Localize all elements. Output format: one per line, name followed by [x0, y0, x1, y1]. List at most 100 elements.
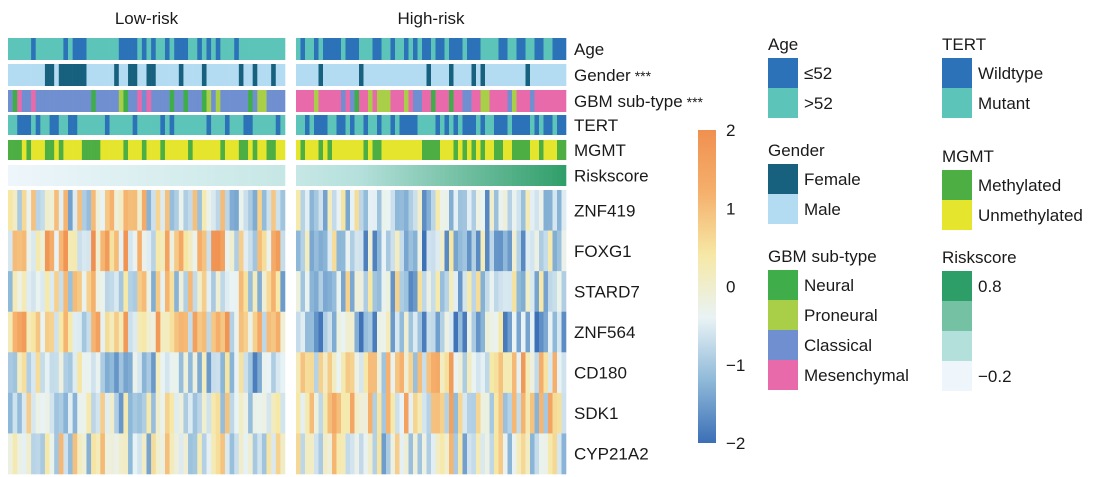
heatmap-cell — [257, 433, 263, 475]
annotation-cell — [386, 140, 391, 160]
annotation-cell — [525, 38, 531, 60]
annotation-cell — [280, 115, 286, 135]
annotation-cell — [314, 64, 319, 86]
heatmap-cell — [192, 190, 198, 231]
annotation-cell — [215, 38, 221, 60]
heatmap-cell — [164, 230, 170, 272]
annotation-cell — [215, 140, 221, 160]
heatmap-cell — [296, 392, 301, 434]
heatmap-cell — [12, 433, 18, 475]
annotation-cell — [31, 115, 36, 135]
gene-label: CD180 — [574, 364, 627, 383]
annotation-cell — [476, 140, 481, 160]
annotation-cell — [141, 140, 147, 160]
annotation-cell — [271, 115, 277, 135]
heatmap-cell — [332, 271, 337, 313]
heatmap-cell — [123, 392, 129, 434]
heatmap-cell — [118, 190, 124, 231]
annotation-cell — [417, 115, 423, 135]
heatmap-cell — [539, 271, 544, 313]
annotation-cell — [372, 64, 378, 86]
annotation-cell — [206, 38, 212, 60]
annotation-cell — [224, 115, 230, 135]
heatmap-cell — [95, 433, 101, 475]
annotation-cell — [467, 90, 472, 112]
heatmap-cell — [114, 271, 120, 313]
heatmap-cell — [183, 190, 189, 231]
heatmap-cell — [345, 392, 351, 434]
heatmap-cell — [408, 311, 414, 353]
heatmap-cell — [128, 230, 133, 272]
riskscore-cell — [234, 165, 240, 186]
riskscore-cell — [178, 165, 184, 186]
heatmap-cell — [314, 433, 319, 475]
heatmap-cell — [151, 433, 157, 475]
riskscore-cell — [543, 165, 549, 186]
heatmap-cell — [453, 311, 459, 353]
annotation-cell — [58, 38, 64, 60]
annotation-cell — [458, 38, 463, 60]
heatmap-cell — [155, 271, 161, 313]
annotation-cell — [197, 115, 203, 135]
heatmap-cell — [141, 311, 147, 353]
annotation-cell — [489, 140, 495, 160]
heatmap-cell — [243, 433, 249, 475]
heatmap-cell — [530, 230, 535, 272]
annotation-cell — [494, 64, 499, 86]
riskscore-cell — [494, 165, 499, 186]
annotation-cell — [280, 64, 286, 86]
annotation-cell — [305, 140, 310, 160]
riskscore-cell — [363, 165, 369, 186]
legend-title: Riskscore — [942, 248, 1017, 267]
heatmap-cell — [413, 190, 418, 231]
annotation-cell — [368, 38, 373, 60]
riskscore-cell — [220, 165, 226, 186]
heatmap-cell — [327, 433, 333, 475]
annotation-cell — [35, 38, 41, 60]
heatmap-cell — [390, 190, 396, 231]
annotation-cell — [345, 115, 351, 135]
annotation-cell — [234, 115, 240, 135]
heatmap-cell — [63, 392, 69, 434]
heatmap-cell — [35, 311, 41, 353]
heatmap-cell — [91, 352, 97, 394]
annotation-cell — [26, 140, 32, 160]
annotation-cell — [49, 38, 55, 60]
heatmap-cell — [489, 271, 495, 313]
heatmap-cell — [444, 392, 450, 434]
heatmap-cell — [318, 311, 324, 353]
heatmap-cell — [372, 433, 378, 475]
annotation-cell — [114, 115, 120, 135]
heatmap-cell — [54, 392, 60, 434]
heatmap-cell — [440, 271, 445, 313]
annotation-cell — [480, 90, 486, 112]
annotation-cell — [534, 115, 540, 135]
heatmap-cell — [552, 352, 558, 394]
heatmap-cell — [280, 230, 286, 272]
annotation-cell — [257, 140, 263, 160]
annotation-cell — [86, 64, 92, 86]
heatmap-cell — [137, 392, 143, 434]
annotation-label-text: Age — [574, 40, 604, 59]
heatmap-cell — [197, 352, 203, 394]
annotation-cell — [462, 38, 468, 60]
legend-item-label: ≤52 — [804, 64, 832, 83]
annotation-cell — [151, 64, 157, 86]
annotation-cell — [164, 38, 170, 60]
annotation-cell — [68, 115, 73, 135]
heatmap-cell — [271, 433, 277, 475]
heatmap-cell — [467, 352, 472, 394]
annotation-cell — [363, 38, 369, 60]
annotation-cell — [458, 140, 463, 160]
heatmap-cell — [188, 311, 193, 353]
riskscore-cell — [280, 165, 286, 186]
legend-swatch — [942, 88, 972, 118]
heatmap-cell — [68, 230, 73, 272]
heatmap-cell — [211, 311, 217, 353]
annotation-cell — [494, 115, 499, 135]
annotation-cell — [197, 90, 203, 112]
heatmap-cell — [128, 190, 133, 231]
annotation-cell — [68, 38, 73, 60]
heatmap-cell — [12, 190, 18, 231]
heatmap-cell — [109, 190, 115, 231]
